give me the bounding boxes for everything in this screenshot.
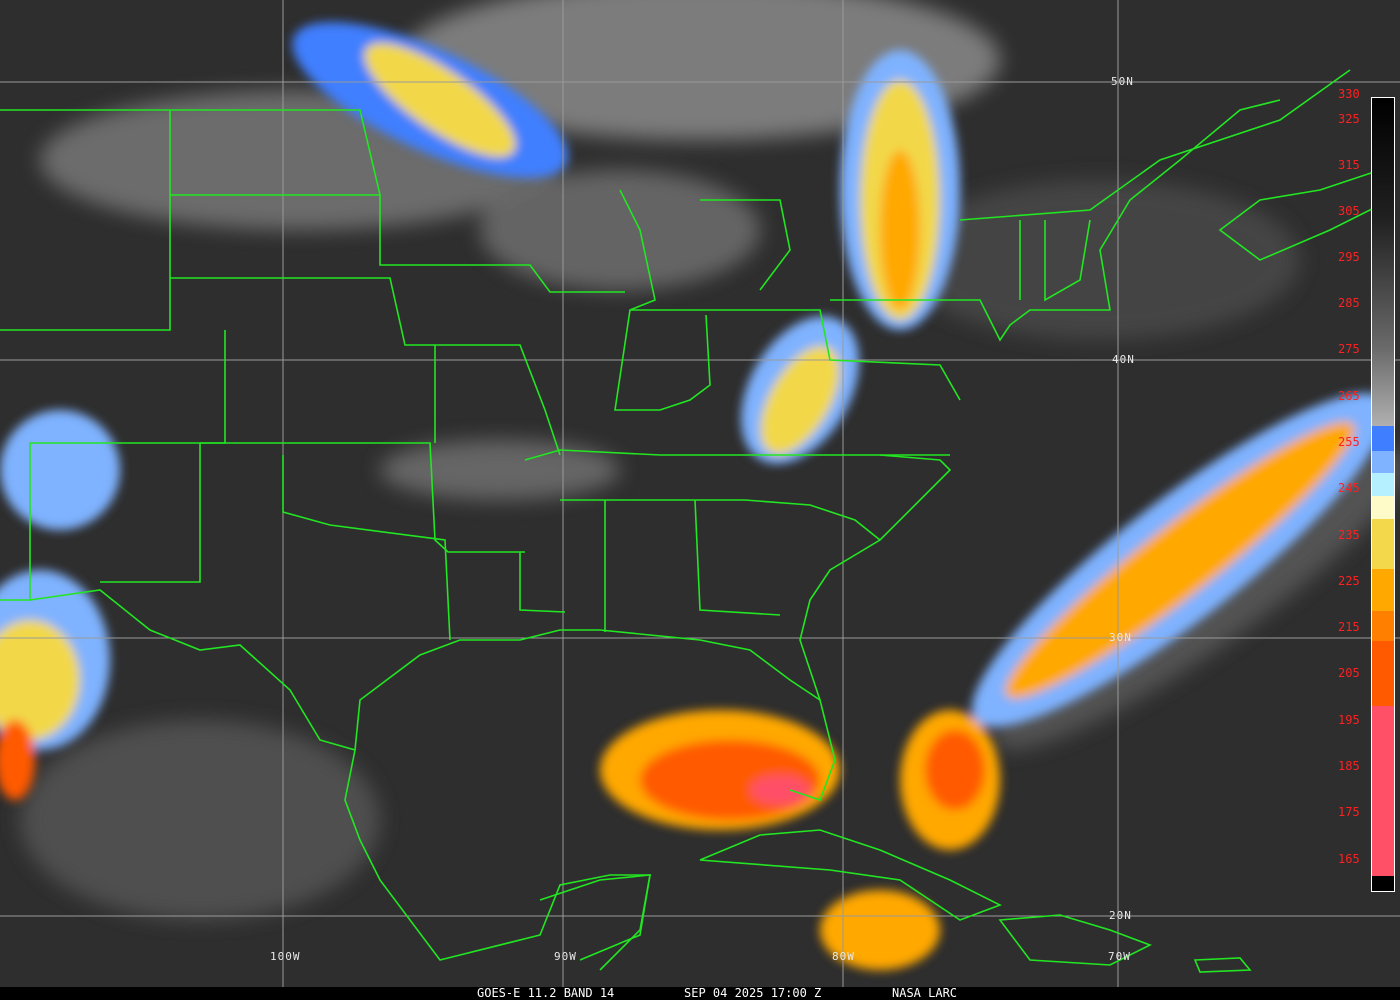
- colorbar-tick-315: 315: [1338, 158, 1360, 172]
- colorbar-tick-225: 225: [1338, 574, 1360, 588]
- lon-label-70w: 70W: [1108, 950, 1131, 963]
- lat-label-20n: 20N: [1109, 909, 1132, 922]
- lat-label-40n: 40N: [1112, 353, 1135, 366]
- colorbar-tick-245: 245: [1338, 481, 1360, 495]
- colorbar-tick-275: 275: [1338, 342, 1360, 356]
- colorbar-tick-185: 185: [1338, 759, 1360, 773]
- colorbar-tick-305: 305: [1338, 204, 1360, 218]
- colorbar-tick-265: 265: [1338, 389, 1360, 403]
- lon-label-100w: 100W: [270, 950, 301, 963]
- lon-label-80w: 80W: [832, 950, 855, 963]
- colorbar-tick-295: 295: [1338, 250, 1360, 264]
- datetime-label: SEP 04 2025 17:00 Z: [684, 986, 822, 1000]
- temperature-colorbar: [1371, 97, 1395, 892]
- colorbar-tick-330: 330: [1338, 87, 1360, 101]
- colorbar-tick-205: 205: [1338, 666, 1360, 680]
- satellite-band-label: GOES-E 11.2 BAND 14: [477, 986, 615, 1000]
- colorbar-tick-285: 285: [1338, 296, 1360, 310]
- cold-cloud-tops: [0, 22, 1389, 970]
- source-label: NASA LARC: [892, 986, 958, 1000]
- colorbar-tick-255: 255: [1338, 435, 1360, 449]
- colorbar-tick-165: 165: [1338, 852, 1360, 866]
- political-borders: [0, 69, 1391, 973]
- lat-label-30n: 30N: [1109, 631, 1132, 644]
- image-caption: GOES-E 11.2 BAND 14 SEP 04 2025 17:00 Z NA…: [0, 987, 1400, 1000]
- colorbar-tick-195: 195: [1338, 713, 1360, 727]
- colorbar-tick-215: 215: [1338, 620, 1360, 634]
- colorbar-tick-175: 175: [1338, 805, 1360, 819]
- lon-label-90w: 90W: [554, 950, 577, 963]
- colorbar-tick-325: 325: [1338, 112, 1360, 126]
- colorbar-tick-235: 235: [1338, 528, 1360, 542]
- lat-label-50n: 50N: [1111, 75, 1134, 88]
